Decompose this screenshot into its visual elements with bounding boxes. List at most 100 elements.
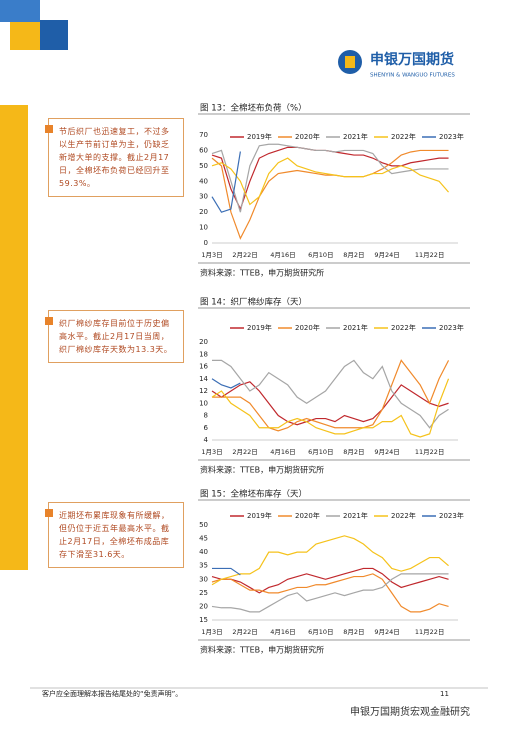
legend-label: 2020年 xyxy=(295,323,320,332)
x-tick-label: 6月10日 xyxy=(308,251,333,259)
legend-label: 2019年 xyxy=(247,323,272,332)
note-icon xyxy=(45,509,53,517)
note: 节后织厂也迅速复工，不过多以生产节前订单为主，仍缺乏新增大单的支撑。截止2月17… xyxy=(45,118,184,197)
series-line xyxy=(211,143,449,213)
source: 资料来源：TTEB，申万期货研究所 xyxy=(200,645,324,655)
legend-label: 2023年 xyxy=(439,511,464,520)
side-bar xyxy=(0,105,28,570)
y-tick-label: 30 xyxy=(199,193,208,201)
y-tick-label: 10 xyxy=(199,224,208,232)
disclaimer: 客户应全面理解本报告结尾处的“免责声明”。 xyxy=(42,689,182,698)
legend-label: 2021年 xyxy=(343,511,368,520)
y-tick-label: 40 xyxy=(199,548,208,556)
note-text: 织厂棉纱库存目前位于历史偏高水平。截止2月17日当周，织厂棉纱库存天数为13.3… xyxy=(59,319,173,354)
y-tick-label: 40 xyxy=(199,177,208,185)
logo-cn: 申银万国期货 xyxy=(370,51,454,68)
y-tick-label: 4 xyxy=(204,436,209,444)
y-tick-label: 10 xyxy=(199,399,208,407)
series-line xyxy=(212,567,241,576)
y-tick-label: 14 xyxy=(199,375,208,383)
x-tick-label: 1月3日 xyxy=(201,251,222,259)
chart-title: 图 13：全棉坯布负荷（%） xyxy=(200,103,307,114)
source: 资料来源：TTEB，申万期货研究所 xyxy=(200,268,324,278)
note-icon xyxy=(45,317,53,325)
x-tick-label: 8月2日 xyxy=(343,628,364,636)
y-tick-label: 6 xyxy=(204,424,209,432)
series-line xyxy=(212,359,450,432)
x-tick-label: 2月22日 xyxy=(232,251,257,259)
y-tick-label: 50 xyxy=(199,521,208,529)
legend-label: 2019年 xyxy=(247,511,272,520)
page-number: 11 xyxy=(440,690,449,698)
deco xyxy=(0,0,40,22)
y-tick-label: 30 xyxy=(199,575,208,583)
note-text: 节后织厂也迅速复工，不过多以生产节前订单为主，仍缺乏新增大单的支撑。截止2月17… xyxy=(59,127,170,188)
logo-icon xyxy=(345,56,355,68)
x-tick-label: 9月24日 xyxy=(374,251,399,259)
y-tick-label: 20 xyxy=(199,208,208,216)
series-line xyxy=(211,151,241,213)
note-icon xyxy=(45,125,53,133)
y-tick-label: 8 xyxy=(204,412,208,420)
legend-label: 2019年 xyxy=(247,132,272,141)
y-tick-label: 35 xyxy=(199,562,208,570)
x-tick-label: 11月22日 xyxy=(415,628,445,636)
legend-label: 2021年 xyxy=(343,132,368,141)
x-tick-label: 4月16日 xyxy=(270,251,295,259)
series-line xyxy=(211,149,449,240)
series-line xyxy=(211,573,449,613)
series-line xyxy=(212,359,449,429)
y-tick-label: 16 xyxy=(199,363,208,371)
x-tick-label: 2月22日 xyxy=(232,628,257,636)
x-tick-label: 1月3日 xyxy=(201,448,222,456)
logo-en: SHENYIN & WANGUO FUTURES xyxy=(370,73,455,79)
x-tick-label: 8月2日 xyxy=(343,448,364,456)
legend-label: 2022年 xyxy=(391,323,416,332)
y-tick-label: 12 xyxy=(199,387,208,395)
y-tick-label: 70 xyxy=(199,131,208,139)
y-tick-label: 45 xyxy=(199,535,208,543)
legend-label: 2022年 xyxy=(391,132,416,141)
legend-label: 2020年 xyxy=(295,132,320,141)
x-tick-label: 4月16日 xyxy=(270,448,295,456)
source: 资料来源：TTEB，申万期货研究所 xyxy=(200,465,324,475)
legend-label: 2023年 xyxy=(439,323,464,332)
x-tick-label: 8月2日 xyxy=(343,251,364,259)
legend-label: 2022年 xyxy=(391,511,416,520)
x-tick-label: 2月22日 xyxy=(232,448,257,456)
series-line xyxy=(211,378,241,389)
y-tick-label: 20 xyxy=(199,338,208,346)
series-line xyxy=(211,381,449,426)
legend-label: 2023年 xyxy=(439,132,464,141)
y-tick-label: 0 xyxy=(204,239,208,247)
x-tick-label: 9月24日 xyxy=(374,448,399,456)
y-tick-label: 18 xyxy=(199,350,208,358)
chart-title: 图 14：织厂棉纱库存（天） xyxy=(200,297,307,308)
series-line xyxy=(211,378,450,438)
y-tick-label: 60 xyxy=(199,146,208,154)
y-tick-label: 20 xyxy=(199,602,208,610)
y-tick-label: 15 xyxy=(199,616,208,624)
x-tick-label: 9月24日 xyxy=(374,628,399,636)
series-line xyxy=(211,157,449,206)
chart-title: 图 15：全棉坯布库存（天） xyxy=(200,489,307,500)
x-tick-label: 6月10日 xyxy=(308,628,333,636)
x-tick-label: 4月16日 xyxy=(270,628,295,636)
x-tick-label: 11月22日 xyxy=(415,251,445,259)
x-tick-label: 1月3日 xyxy=(201,628,222,636)
x-tick-label: 6月10日 xyxy=(308,448,333,456)
series-line xyxy=(211,567,449,594)
deco xyxy=(40,20,68,50)
y-tick-label: 50 xyxy=(199,162,208,170)
y-tick-label: 25 xyxy=(199,589,208,597)
watermark: 申银万国期货宏观金融研究 xyxy=(350,705,470,718)
series-line xyxy=(211,535,449,586)
note: 近期坯布累库现象有所缓解，但仍位于近五年最高水平。截止2月17日，全棉坯布成品库… xyxy=(45,502,184,568)
x-tick-label: 11月22日 xyxy=(415,448,445,456)
legend-label: 2020年 xyxy=(295,511,320,520)
note-text: 近期坯布累库现象有所缓解，但仍位于近五年最高水平。截止2月17日，全棉坯布成品库… xyxy=(59,511,170,559)
series-line xyxy=(211,573,449,613)
note: 织厂棉纱库存目前位于历史偏高水平。截止2月17日当周，织厂棉纱库存天数为13.3… xyxy=(45,310,184,363)
legend-label: 2021年 xyxy=(343,323,368,332)
